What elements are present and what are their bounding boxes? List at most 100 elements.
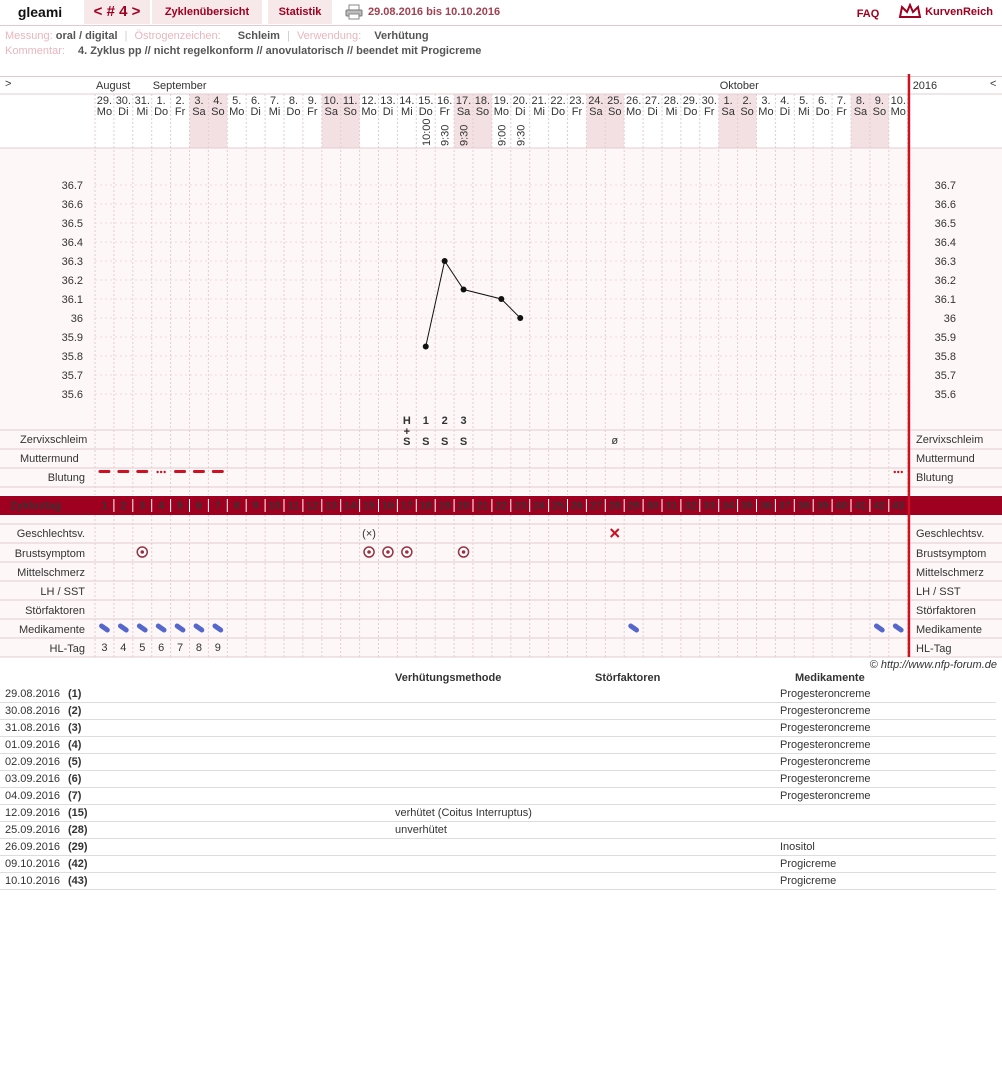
- row-day: (4): [68, 739, 82, 751]
- weekday-label: So: [608, 106, 621, 118]
- cycleday-number: 40: [835, 500, 847, 512]
- date-label: 3.: [761, 95, 770, 107]
- row-date: 12.09.2016: [5, 807, 61, 819]
- row-day: (1): [68, 688, 82, 700]
- cycleday-number: 27: [590, 500, 602, 512]
- month-label: August: [96, 80, 130, 92]
- weekday-label: Di: [515, 106, 525, 118]
- weekday-label: Di: [250, 106, 260, 118]
- y-tick-left: 36.4: [62, 237, 83, 249]
- peak-mark: 3: [460, 415, 466, 427]
- cycle-overview-link[interactable]: Zyklenübersicht: [152, 0, 262, 24]
- row-label-lh-right: LH / SST: [916, 586, 961, 598]
- date-label: 1.: [157, 95, 166, 107]
- row-date: 29.08.2016: [5, 688, 61, 700]
- cycleday-number: 37: [779, 500, 791, 512]
- weekday-label: Fr: [572, 106, 583, 118]
- y-tick-left: 35.6: [62, 389, 83, 401]
- y-tick-right: 36: [944, 313, 956, 325]
- row-method: unverhütet: [395, 824, 447, 836]
- bleeding-heavy: [211, 470, 224, 473]
- cervix-mark: S: [441, 436, 448, 448]
- date-label: 11.: [343, 95, 357, 107]
- weekday-label: Do: [154, 106, 168, 118]
- measurement-value: oral / digital: [55, 30, 118, 42]
- weekday-label: Mi: [401, 106, 413, 118]
- date-label: 25.: [607, 95, 622, 107]
- weekday-label: Sa: [192, 106, 206, 118]
- weekday-label: Mo: [626, 106, 641, 118]
- cycleday-number: 10: [268, 500, 280, 512]
- row-date: 04.09.2016: [5, 790, 61, 802]
- sex-unprotected-icon: [610, 528, 620, 538]
- y-tick-right: 35.8: [935, 351, 956, 363]
- cycle-chart: > <August September Oktober 201629.Mo30.Di31…: [0, 74, 1002, 671]
- row-day: (28): [68, 824, 88, 836]
- hl-day-value: 4: [120, 642, 126, 654]
- row-med: Progesteroncreme: [780, 756, 871, 768]
- weekday-label: So: [873, 106, 886, 118]
- sex-protected-icon: (×): [362, 528, 376, 540]
- row-label-hl-right: HL-Tag: [916, 643, 951, 655]
- cycle-nav[interactable]: < # 4 >: [84, 0, 150, 24]
- date-label: 29.: [683, 95, 698, 107]
- cycleday-number: 21: [476, 500, 488, 512]
- row-med: Progesteroncreme: [780, 705, 871, 717]
- faq-link[interactable]: FAQ: [856, 8, 880, 20]
- cycleday-bar: [0, 496, 1002, 515]
- cycleday-number: 17: [401, 500, 413, 512]
- row-med: Progesteroncreme: [780, 722, 871, 734]
- row-label-sex-right: Geschlechtsv.: [916, 528, 984, 540]
- comment-value: 4. Zyklus pp // nicht regelkonform // an…: [77, 45, 482, 57]
- bleeding-heavy: [117, 470, 130, 473]
- weekday-label: Sa: [457, 106, 471, 118]
- weekend-column: [321, 94, 341, 148]
- date-label: 30.: [702, 95, 717, 107]
- estrogen-value: Schleim: [237, 30, 280, 42]
- weekday-label: So: [476, 106, 489, 118]
- weekend-column: [851, 94, 870, 148]
- date-label: 30.: [116, 95, 131, 107]
- bleeding-heavy: [192, 470, 205, 473]
- cycleday-number: 4: [158, 500, 165, 512]
- weekday-label: Do: [551, 106, 565, 118]
- weekend-column: [605, 94, 625, 148]
- date-label: 10.: [324, 95, 339, 107]
- print-icon[interactable]: [344, 0, 364, 24]
- date-label: 15.: [418, 95, 433, 107]
- row-label-os: Muttermund: [20, 453, 79, 465]
- cycleday-number: 30: [646, 500, 658, 512]
- weekday-label: Di: [780, 106, 790, 118]
- row-method: verhütet (Coitus Interruptus): [395, 807, 532, 819]
- weekday-label: Do: [419, 106, 433, 118]
- weekday-label: So: [740, 106, 753, 118]
- temperature-point: [460, 286, 467, 293]
- breast-symptom-dot: [405, 550, 409, 554]
- weekday-label: Do: [683, 106, 697, 118]
- cycleday-number: 23: [514, 500, 526, 512]
- breast-symptom-dot: [367, 550, 371, 554]
- temp-area: [0, 148, 1002, 430]
- bleeding-spotting: [159, 470, 163, 474]
- bleeding-heavy: [98, 470, 111, 473]
- weekday-label: Mo: [361, 106, 376, 118]
- date-label: 12.: [361, 95, 376, 107]
- row-label-cervix: Zervixschleim: [20, 434, 87, 446]
- date-label: 24.: [588, 95, 603, 107]
- row-date: 30.08.2016: [5, 705, 61, 717]
- statistics-link[interactable]: Statistik: [268, 0, 332, 24]
- row-label-breast-right: Brustsymptom: [916, 548, 986, 560]
- bleeding-heavy: [174, 470, 187, 473]
- row-date: 03.09.2016: [5, 773, 61, 785]
- cycleday-number: 12: [306, 500, 318, 512]
- cervix-mark: ø: [611, 435, 618, 447]
- weekend-column: [340, 94, 360, 148]
- separator: |: [287, 30, 290, 42]
- cycleday-number: 22: [495, 500, 507, 512]
- hl-day-value: 7: [177, 642, 183, 654]
- row-label-breast: Brustsymptom: [15, 548, 85, 560]
- today-line: [907, 74, 911, 657]
- y-tick-left: 36.3: [62, 256, 83, 268]
- cycleday-number: 28: [609, 500, 621, 512]
- date-label: 28.: [664, 95, 679, 107]
